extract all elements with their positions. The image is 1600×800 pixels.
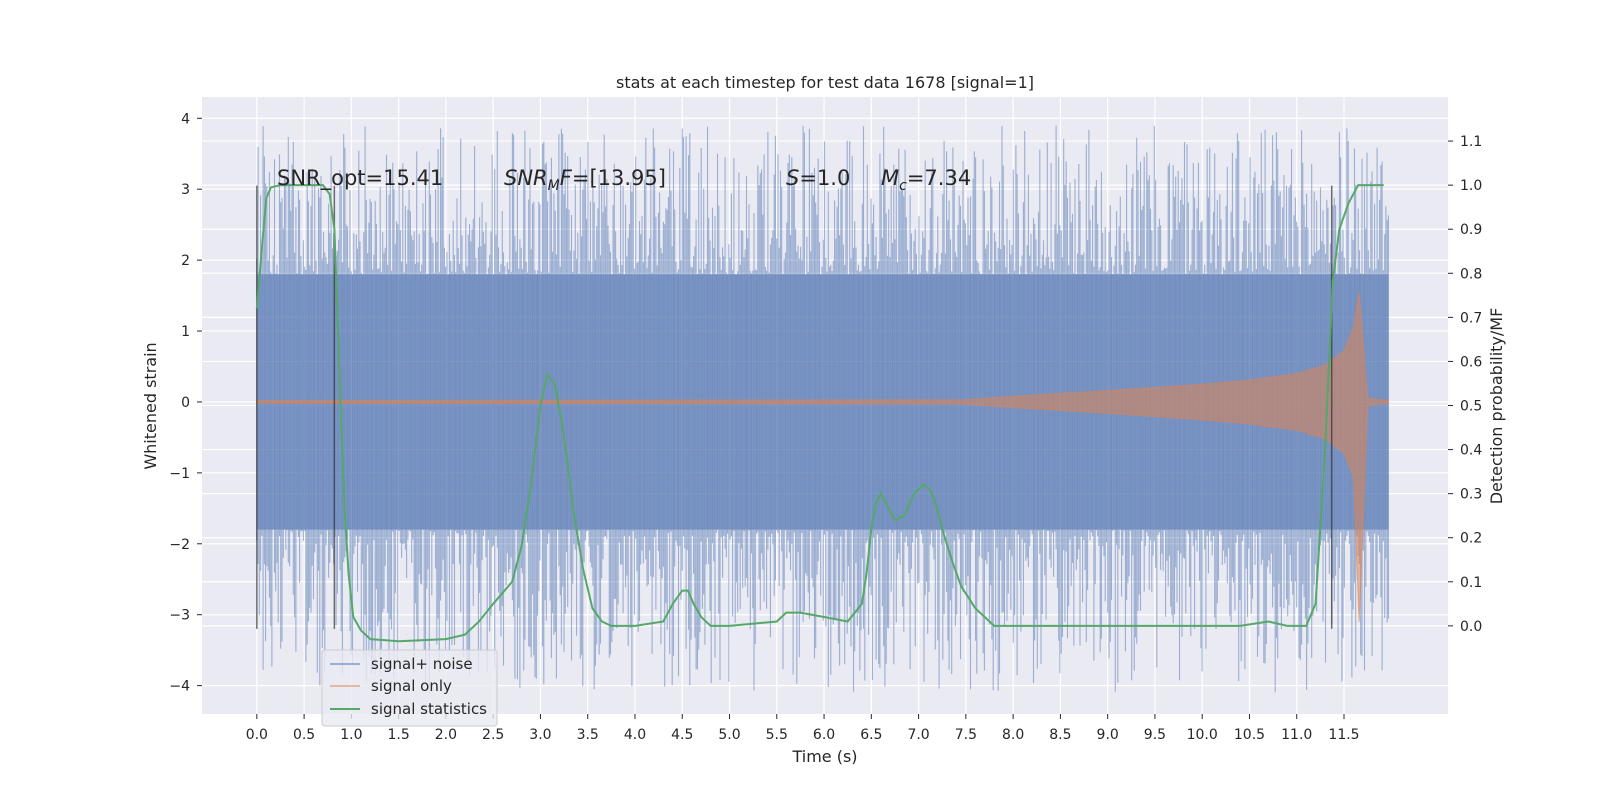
x-tick-label: 4.5 [671,727,693,743]
x-tick-label: 3.0 [529,727,551,743]
x-tick-label: 0.5 [293,727,315,743]
x-tick-label: 10.5 [1234,727,1265,743]
x-axis-ticks: 0.0 0.5 1.0 1.5 2.0 2.5 3.0 3.5 4.0 4.5 5.0 5.5 6.0 6… [246,714,1360,743]
y-tick-label: 3 [181,182,190,198]
y-right-tick-label: 0.3 [1460,487,1482,503]
y-right-tick-label: 0.8 [1460,266,1482,282]
snr-mf-subscript: M [548,178,560,194]
y-axis-right-ticks: 1.1 1.0 0.9 0.8 0.7 0.6 0.5 0.4 0.3 0.2 0.1 0.0 [1448,134,1482,635]
x-tick-label: 6.5 [860,727,882,743]
y-tick-label: −1 [169,466,190,482]
snr-mf-symbol: SNR [504,166,548,190]
x-tick-label: 11.5 [1328,727,1359,743]
y-axis-right-label: Detection probability/MF [1487,308,1506,505]
mc-symbol: M [881,166,899,190]
x-tick-label: 0.0 [246,727,268,743]
legend-label-signal-noise: signal+ noise [371,655,473,673]
y-right-tick-label: 0.1 [1460,575,1482,591]
legend: signal+ noise signal only signal statist… [321,649,498,727]
y-right-tick-label: 0.7 [1460,310,1482,326]
x-tick-label: 7.5 [955,727,977,743]
x-tick-label: 9.0 [1097,727,1119,743]
x-tick-label: 5.5 [766,727,788,743]
x-tick-label: 8.0 [1002,727,1024,743]
mc-value: =7.34 [907,166,971,190]
mc-subscript: c [899,178,907,194]
y-tick-label: −3 [169,608,190,624]
y-tick-label: 2 [181,253,190,269]
snr-mf-value: = [572,166,590,190]
legend-label-signal-statistics: signal statistics [371,700,487,718]
signal-only-series [256,291,1389,622]
annotation-snr-mf: SNRMF=[13.95] [504,166,666,194]
y-axis-ticks: 4 3 2 1 0 −1 −2 −3 −4 [169,111,202,695]
y-right-tick-label: 1.1 [1460,134,1482,150]
s-value: =1.0 [799,166,850,190]
x-axis-label: Time (s) [791,747,857,766]
x-tick-label: 4.0 [624,727,646,743]
signal-statistics-series [255,184,1384,643]
x-tick-label: 11.0 [1281,727,1312,743]
x-tick-label: 6.0 [813,727,835,743]
y-tick-label: −4 [169,679,190,695]
annotation-s: S=1.0 [786,166,850,190]
s-symbol: S [786,166,799,190]
snr-mf-variable: F [560,166,573,190]
x-tick-label: 7.0 [907,727,929,743]
y-right-tick-label: 0.5 [1460,399,1482,415]
y-right-tick-label: 0.4 [1460,443,1482,459]
y-right-tick-label: 0.6 [1460,354,1482,370]
snr-mf-number: [13.95] [589,166,666,190]
y-right-tick-label: 0.2 [1460,531,1482,547]
x-tick-label: 10.0 [1187,727,1218,743]
signal-statistics-line [255,184,1384,643]
y-right-tick-label: 0.0 [1460,619,1482,635]
x-tick-label: 1.5 [388,727,410,743]
y-tick-label: 1 [181,324,190,340]
y-right-tick-label: 1.0 [1460,178,1482,194]
vertical-markers [256,185,1333,629]
annotation-snr-opt: SNR_opt=15.41 [277,166,443,191]
x-tick-label: 9.5 [1144,727,1166,743]
legend-box [321,649,498,727]
x-tick-label: 5.0 [718,727,740,743]
x-tick-label: 3.5 [577,727,599,743]
x-tick-label: 8.5 [1049,727,1071,743]
x-tick-label: 1.0 [340,727,362,743]
signal-only-envelope [256,291,1389,622]
y-axis-label: Whitened strain [141,342,160,469]
x-tick-label: 2.0 [435,727,457,743]
chart-title: stats at each timestep for test data 167… [616,73,1034,92]
y-tick-label: 4 [181,111,190,127]
annotation-mc: Mc=7.34 [881,166,971,194]
y-tick-label: −2 [169,537,190,553]
y-tick-label: 0 [181,395,190,411]
y-right-tick-label: 0.9 [1460,222,1482,238]
legend-label-signal-only: signal only [371,677,452,695]
x-tick-label: 2.5 [482,727,504,743]
